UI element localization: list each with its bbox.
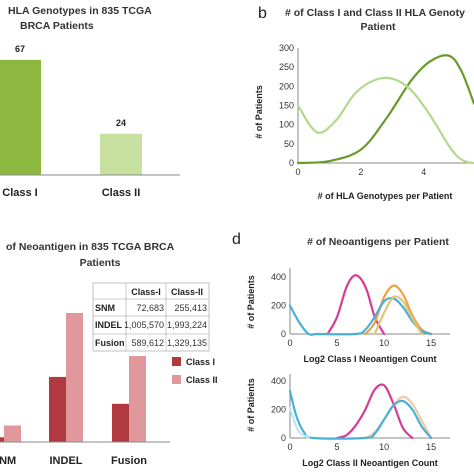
panel-c-bar-indel-class-i [49,376,66,442]
panel-b-y-tick-250: 250 [279,62,294,72]
panel-d-top-y-tick-200: 200 [271,301,286,311]
panel-d-bottom-x-ticks: 0 5 10 15 [287,442,436,452]
panel-c-bar-fusion-class-i [112,403,129,442]
panel-b-y-tick-300: 300 [279,43,294,53]
panel-d-top-x-tick-5: 5 [335,338,340,348]
panel-d-bottom-x-tick-0: 0 [287,442,292,452]
panel-a-bar-class-i [0,59,41,175]
panel-c-table-row-indel-class-ii: 1,993,224 [167,320,207,330]
panel-c-table-row-snm-class-i: 72,683 [136,303,164,313]
panel-c-table-row-fusion-label: Fusion [95,338,125,348]
panel-d-top-y-tick-400: 400 [271,272,286,282]
panel-c-table-header-class-i: Class-I [131,287,161,297]
panel-d: d # of Neoantigens per Patient # of Pati… [232,231,450,468]
panel-c-title-line1: of Neoantigen in 835 TCGA BRCA [6,241,175,253]
panel-d-bottom-lines [288,383,433,440]
panel-d-title: # of Neoantigens per Patient [307,236,449,248]
panel-d-bottom-series-line-4 [288,407,310,440]
panel-d-top-lines [288,274,433,336]
panel-b-y-tick-150: 150 [279,101,294,111]
panel-c-table-row-snm-label: SNM [95,303,115,313]
panel-a: HLA Genotypes in 835 TCGA BRCA Patients … [0,5,180,199]
panel-c-category-snm: SNM [0,455,16,467]
panel-d-bottom-x-label: Log2 Class II Neoantigen Count [302,458,438,468]
panel-b-x-tick-2: 2 [358,167,363,177]
panel-b-title-line2: Patient [360,21,396,33]
panel-c-table-row-snm-class-ii: 255,413 [174,303,207,313]
panel-d-top-series-line-2 [364,284,433,336]
panel-d-bottom-x-tick-5: 5 [335,442,340,452]
panel-c-bar-snm-class-i [0,437,4,442]
panel-c-category-indel: INDEL [50,455,83,467]
panel-d-top-x-label: Log2 Class I Neoantigen Count [303,354,436,364]
panel-b-y-tick-0: 0 [289,158,294,168]
panel-b-x-tick-4: 4 [421,167,426,177]
panel-a-bars [0,59,142,175]
panel-a-category-class-ii: Class II [102,187,141,199]
panel-b-y-tick-200: 200 [279,81,294,91]
panel-b: b # of Class I and Class II HLA Genoty P… [254,5,474,201]
panel-d-bottom: # of Patients 0 200 400 0 5 10 15 Log2 Class … [246,374,450,468]
panel-d-bottom-y-label: # of Patients [246,378,256,432]
panel-d-bottom-series-line-3 [288,390,433,440]
panel-b-y-ticks: 0 50 100 150 200 250 300 [279,43,294,168]
panel-d-top-y-tick-0: 0 [281,329,286,339]
panel-d-bottom-y-tick-0: 0 [281,433,286,443]
panel-d-top-y-ticks: 0 200 400 [271,272,286,339]
panel-c-table-row-fusion-class-ii: 1,329,135 [167,338,207,348]
panel-c-category-fusion: Fusion [111,455,147,467]
panel-b-x-tick-0: 0 [295,167,300,177]
panel-d-top-series-line-1 [326,274,386,336]
panel-c-table: Class-I Class-II SNM 72,683 255,413 INDE… [92,282,210,352]
panel-b-x-label: # of HLA Genotypes per Patient [318,191,453,201]
panel-b-label: b [258,5,267,22]
panel-b-y-tick-100: 100 [279,120,294,130]
panel-a-category-class-i: Class I [2,187,37,199]
panel-d-bottom-y-ticks: 0 200 400 [271,376,286,443]
panel-d-top-y-label: # of Patients [246,275,256,329]
panel-d-top-x-tick-10: 10 [379,338,389,348]
panel-d-top-x-tick-0: 0 [287,338,292,348]
panel-a-data-label-class-ii: 24 [116,118,126,128]
panel-c-title-line2: Patients [80,257,121,269]
panel-b-title-line1: # of Class I and Class II HLA Genoty [285,7,465,19]
panel-d-bottom-series-line-1 [336,383,414,440]
panel-c-legend-class-i: Class I [186,357,215,367]
panel-a-data-label-class-i: 67 [15,44,25,54]
panel-d-label: d [232,231,241,248]
panel-c-bars [0,313,146,442]
panel-d-top-series-line-3 [288,296,433,336]
panel-a-title-line2: BRCA Patients [20,20,94,32]
panel-a-title-line1: HLA Genotypes in 835 TCGA [8,5,152,17]
panel-c-legend-swatch-class-ii [172,375,181,384]
panel-d-top-x-tick-15: 15 [426,338,436,348]
panel-b-y-label: # of Patients [254,85,264,139]
panel-b-y-tick-50: 50 [284,139,294,149]
panel-c-table-row-indel-label: INDEL [95,320,123,330]
panel-b-x-ticks: 0 2 4 [295,167,426,177]
panel-b-lines [296,54,474,165]
panel-d-top: # of Patients 0 200 400 0 5 10 15 Log2 Class … [246,268,450,364]
panel-c-legend-class-ii: Class II [186,375,218,385]
panel-c-legend: Class I Class II [172,357,218,385]
panel-b-series-line-1 [296,54,474,165]
panel-c-table-row-fusion-class-i: 589,612 [131,338,164,348]
panel-b-series-line-2 [296,76,474,165]
panel-c-bar-indel-class-ii [66,313,83,442]
panel-d-bottom-y-tick-200: 200 [271,405,286,415]
panel-c-legend-swatch-class-i [172,357,181,366]
panel-d-bottom-x-tick-15: 15 [426,442,436,452]
panel-c: of Neoantigen in 835 TCGA BRCA Patients … [0,241,218,467]
panel-a-bar-class-ii [100,133,142,175]
panel-c-bar-fusion-class-ii [129,355,146,442]
panel-d-bottom-x-tick-10: 10 [379,442,389,452]
panel-c-table-row-indel-class-i: 1,005,570 [124,320,164,330]
panel-c-table-frame [92,282,210,352]
panel-c-bar-snm-class-ii [4,425,21,442]
panel-d-top-series-line-4 [373,295,423,336]
panel-d-top-x-ticks: 0 5 10 15 [287,338,436,348]
panel-d-bottom-y-tick-400: 400 [271,376,286,386]
panel-c-table-header-class-ii: Class-II [171,287,203,297]
